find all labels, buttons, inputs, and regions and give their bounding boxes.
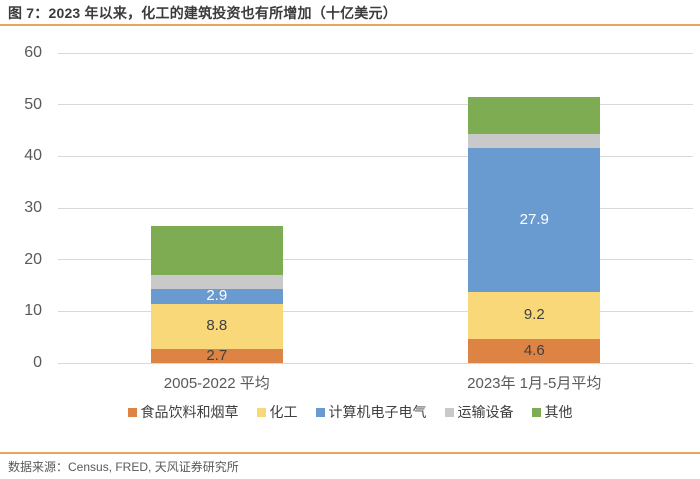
segment-运输设备	[150, 275, 283, 289]
segment-食品饮料和烟草	[150, 349, 283, 363]
segment-其他	[468, 97, 601, 135]
legend-item-运输设备: 运输设备	[444, 402, 514, 422]
legend-swatch-icon	[127, 407, 137, 417]
x-axis-label: 2005-2022 平均	[163, 375, 270, 392]
legend-label: 化工	[269, 404, 298, 420]
legend-item-食品饮料和烟草: 食品饮料和烟草	[127, 402, 239, 422]
y-tick-label: 20	[24, 250, 42, 268]
legend-swatch-icon	[256, 407, 266, 417]
segment-其他	[150, 226, 283, 276]
gridline	[58, 52, 693, 54]
legend-label: 运输设备	[457, 404, 514, 420]
legend-swatch-icon	[315, 407, 325, 417]
gridline	[58, 104, 693, 106]
y-tick-label: 50	[24, 95, 42, 113]
gridline	[58, 259, 693, 261]
y-tick-label: 30	[24, 199, 42, 216]
segment-化工	[150, 303, 283, 350]
chart-legend: 食品饮料和烟草 化工 计算机电子电气 运输设备 其他	[0, 402, 700, 422]
gridline	[58, 310, 693, 312]
segment-化工	[468, 291, 601, 340]
legend-label: 计算机电子电气	[328, 404, 427, 420]
y-tick-label: 60	[24, 44, 42, 61]
y-tick-label: 0	[33, 354, 42, 371]
segment-计算机电子电气	[468, 147, 601, 292]
legend-swatch-icon	[444, 407, 454, 417]
legend-label: 食品饮料和烟草	[140, 404, 239, 420]
x-axis-label: 2023年 1月-5月平均	[467, 375, 602, 392]
gridline	[58, 207, 693, 209]
data-source: 数据来源：Census, FRED, 天风证券研究所	[8, 460, 239, 474]
legend-item-其他: 其他	[531, 402, 573, 422]
figure-title: 图 7：2023 年以来，化工的建筑投资也有所增加（十亿美元）	[8, 5, 397, 21]
gridline	[58, 155, 693, 157]
segment-运输设备	[468, 134, 601, 148]
title-divider	[0, 24, 700, 26]
y-tick-label: 40	[24, 147, 42, 165]
legend-label: 其他	[544, 404, 573, 420]
segment-计算机电子电气	[150, 288, 283, 304]
legend-item-计算机电子电气: 计算机电子电气	[315, 402, 427, 422]
segment-食品饮料和烟草	[468, 339, 601, 363]
legend-item-化工: 化工	[256, 402, 298, 422]
y-tick-label: 10	[24, 302, 42, 320]
legend-swatch-icon	[531, 407, 541, 417]
gridline	[58, 362, 693, 364]
footer-divider	[0, 452, 700, 454]
